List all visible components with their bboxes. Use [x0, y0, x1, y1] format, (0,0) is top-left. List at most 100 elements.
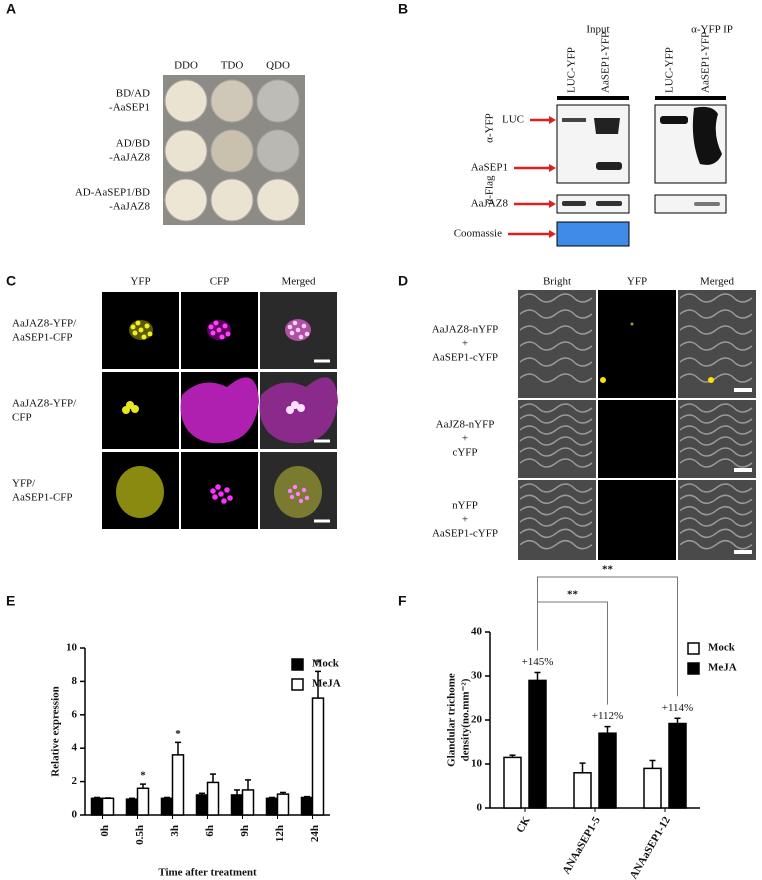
- signal: [304, 495, 310, 501]
- signal: [132, 330, 138, 336]
- y-tick-label: 30: [471, 670, 483, 682]
- signal: [295, 491, 301, 497]
- error-bar: [649, 759, 656, 769]
- signal: [208, 324, 214, 330]
- cell-wall: [519, 293, 593, 303]
- row-label: +: [462, 514, 468, 526]
- y-tick-label: 8: [72, 675, 78, 687]
- lane-label: LUC-YFP: [566, 47, 578, 93]
- yeast-spot: [210, 178, 254, 222]
- signal: [304, 331, 310, 337]
- error-bar: [269, 796, 275, 799]
- y-tick-label: 6: [72, 708, 78, 720]
- x-tick-label: CK: [514, 814, 533, 835]
- signal: [287, 324, 293, 330]
- panel-letter: A: [6, 1, 16, 17]
- arrow-head: [549, 230, 556, 238]
- error-bar: [164, 796, 170, 799]
- micrograph: [598, 290, 676, 398]
- y-axis-label: density(no.mm⁻²): [460, 678, 472, 761]
- arrow-head: [549, 200, 556, 208]
- row-label: AaJAZ8-YFP/: [12, 318, 77, 330]
- row-label: YFP/: [12, 478, 36, 490]
- arrow-head: [549, 164, 556, 172]
- row-label: +: [462, 338, 468, 350]
- bar: [171, 754, 185, 816]
- error-bar: [199, 792, 205, 795]
- cell-wall: [519, 505, 593, 516]
- cell-wall: [679, 483, 753, 493]
- cell-wall: [519, 528, 593, 539]
- signal: [221, 498, 227, 504]
- coomassie: [556, 221, 630, 247]
- signal: [135, 320, 141, 326]
- cell: [180, 377, 259, 444]
- antibody-label: α-YFP: [484, 113, 496, 143]
- x-tick-label: 9h: [239, 825, 251, 837]
- error-bar: [280, 791, 286, 795]
- row-label: +: [462, 433, 468, 445]
- signal: [708, 377, 714, 383]
- signal: [216, 327, 222, 333]
- annotation: +114%: [662, 702, 693, 714]
- row-label: AaJAZ8-YFP/: [12, 398, 77, 410]
- annotation: *: [315, 657, 321, 669]
- row-label: cYFP: [452, 447, 477, 459]
- cell-wall: [519, 539, 593, 550]
- row-label: AaSEP1-cYFP: [432, 528, 498, 540]
- annotation: *: [175, 728, 181, 740]
- signal: [138, 327, 144, 333]
- column-label: CFP: [210, 276, 230, 288]
- blot: [654, 194, 727, 214]
- annotation: +112%: [592, 710, 623, 722]
- blot: [556, 104, 630, 184]
- signal: [289, 494, 295, 500]
- signal: [301, 487, 307, 493]
- signal: [292, 484, 298, 490]
- legend-swatch: [291, 658, 304, 671]
- legend-swatch: [687, 642, 700, 655]
- row-label: AD-AaSEP1/BD: [75, 187, 150, 199]
- y-tick-label: 10: [66, 642, 78, 654]
- bar: [598, 732, 617, 809]
- bracket: [537, 601, 608, 705]
- cell-wall: [519, 458, 593, 468]
- cell-wall: [519, 341, 593, 351]
- signal: [219, 334, 225, 340]
- yeast-spot: [210, 79, 254, 123]
- micrograph: [678, 290, 756, 398]
- error-bar: [304, 795, 310, 798]
- signal: [147, 331, 153, 337]
- bar: [503, 756, 522, 809]
- signal: [298, 498, 304, 504]
- band: [562, 118, 586, 122]
- bracket-label: **: [567, 589, 579, 601]
- bar: [230, 794, 244, 816]
- yeast-spot: [256, 129, 300, 173]
- cell-wall: [679, 373, 753, 383]
- error-bar: [210, 773, 216, 783]
- yeast-spot: [210, 129, 254, 173]
- column-label: Merged: [281, 276, 316, 288]
- signal: [289, 330, 295, 336]
- signal: [218, 491, 224, 497]
- panel-letter: F: [398, 593, 407, 609]
- cell-wall: [679, 436, 753, 446]
- bar: [136, 787, 150, 816]
- lane-label: AaSEP1-YFP: [700, 32, 712, 93]
- panel-letter: D: [398, 273, 408, 289]
- x-tick-label: ANAaSEP1-5: [560, 814, 603, 876]
- cell-wall: [679, 528, 753, 539]
- cell-wall: [679, 539, 753, 550]
- signal: [291, 401, 299, 409]
- row-label: -AaJAZ8: [109, 152, 150, 164]
- yeast-spot: [164, 129, 208, 173]
- x-tick-label: 0.5h: [134, 825, 146, 845]
- cell-wall: [519, 309, 593, 319]
- micrograph: [678, 480, 756, 560]
- micrograph: [678, 400, 756, 478]
- signal: [295, 327, 301, 333]
- cell-wall: [519, 447, 593, 457]
- arrow-head: [549, 116, 556, 124]
- bar: [668, 722, 687, 809]
